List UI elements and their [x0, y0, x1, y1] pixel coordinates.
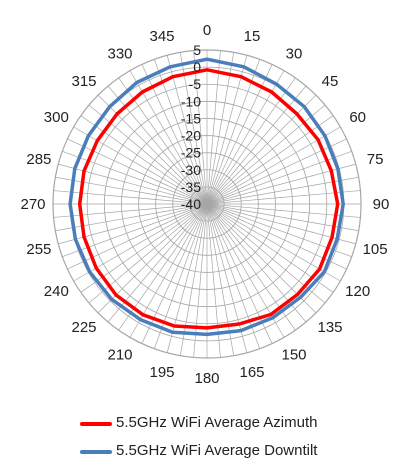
- angle-tick-label: 180: [194, 370, 219, 387]
- radial-tick-label: 5: [193, 42, 201, 58]
- angle-tick-labels: 0 15 30 45 60 75 90 105 120 135 150 165 180 195 210 225…: [20, 22, 389, 387]
- angle-tick-label: 30: [286, 45, 303, 62]
- angle-tick-label: 75: [367, 151, 384, 168]
- series-layer: [68, 57, 345, 337]
- angle-tick-label: 330: [107, 45, 132, 62]
- angle-tick-label: 135: [317, 319, 342, 336]
- grid-spoke: [206, 203, 347, 270]
- angle-tick-label: 210: [107, 347, 132, 364]
- angle-tick-label: 315: [71, 73, 96, 90]
- angle-tick-label: 165: [239, 364, 264, 381]
- angular-grid: [53, 50, 361, 358]
- grid-spoke: [67, 138, 208, 205]
- grid-spoke: [206, 203, 273, 344]
- grid-spoke: [206, 138, 347, 205]
- angle-tick-label: 285: [26, 151, 51, 168]
- angle-tick-label: 0: [203, 22, 211, 39]
- angle-tick-label: 120: [345, 283, 370, 300]
- angle-tick-label: 90: [373, 196, 390, 213]
- grid-spoke: [55, 176, 208, 205]
- series-line-1: [68, 57, 345, 337]
- radial-tick-label: -5: [189, 76, 202, 92]
- grid-spoke: [53, 203, 208, 218]
- angle-tick-label: 270: [20, 196, 45, 213]
- legend-swatch-azimuth: [80, 422, 112, 426]
- grid-spoke: [166, 55, 208, 205]
- grid-spoke: [67, 203, 208, 270]
- grid-spoke: [53, 190, 208, 205]
- angle-tick-label: 195: [149, 364, 174, 381]
- radial-tick-label: 0: [193, 59, 201, 75]
- radial-tick-label: -30: [181, 162, 201, 178]
- grid-spoke: [206, 50, 221, 205]
- grid-spoke: [206, 203, 248, 353]
- angle-tick-label: 240: [44, 283, 69, 300]
- polar-chart-svg: 50-5-10-15-20-25-30-35-40 0 1530456075901…: [20, 22, 389, 387]
- legend: 5.5GHz WiFi Average Azimuth 5.5GHz WiFi …: [80, 410, 400, 466]
- grid-spoke: [62, 151, 208, 205]
- legend-item-azimuth: 5.5GHz WiFi Average Azimuth: [80, 410, 400, 438]
- grid-spoke: [141, 203, 208, 344]
- grid-spoke: [206, 203, 261, 349]
- grid-spoke: [154, 203, 208, 349]
- angle-tick-label: 45: [322, 73, 339, 90]
- angle-tick-label: 60: [349, 109, 366, 126]
- radial-tick-label: -15: [181, 110, 201, 126]
- angle-tick-label: 105: [363, 241, 388, 258]
- grid-spoke: [80, 115, 208, 205]
- radial-tick-label: -40: [181, 196, 201, 212]
- angle-tick-label: 15: [244, 28, 261, 45]
- angle-tick-label: 345: [149, 28, 174, 45]
- grid-spoke: [179, 52, 208, 205]
- grid-spoke: [193, 203, 208, 358]
- legend-item-downtilt: 5.5GHz WiFi Average Downtilt: [80, 438, 400, 466]
- legend-label-downtilt: 5.5GHz WiFi Average Downtilt: [116, 442, 318, 459]
- grid-spoke: [88, 104, 208, 205]
- radial-tick-label: -25: [181, 145, 201, 161]
- radial-tick-label: -10: [181, 93, 201, 109]
- grid-spoke: [55, 203, 208, 232]
- grid-spoke: [206, 52, 235, 205]
- angle-tick-label: 150: [281, 347, 306, 364]
- radial-tick-labels: 50-5-10-15 -20-25-30-35-40: [181, 42, 201, 212]
- grid-spoke: [206, 55, 248, 205]
- angle-tick-label: 255: [26, 241, 51, 258]
- angle-tick-label: 225: [71, 319, 96, 336]
- grid-spoke: [62, 203, 208, 258]
- grid-spoke: [166, 203, 208, 353]
- angle-tick-label: 300: [44, 109, 69, 126]
- series-line-0: [77, 68, 340, 330]
- legend-swatch-downtilt: [80, 450, 112, 454]
- grid-spoke: [193, 50, 208, 205]
- radial-tick-label: -35: [181, 179, 201, 195]
- radial-tick-label: -20: [181, 128, 201, 144]
- legend-label-azimuth: 5.5GHz WiFi Average Azimuth: [116, 414, 318, 431]
- grid-spoke: [179, 203, 208, 356]
